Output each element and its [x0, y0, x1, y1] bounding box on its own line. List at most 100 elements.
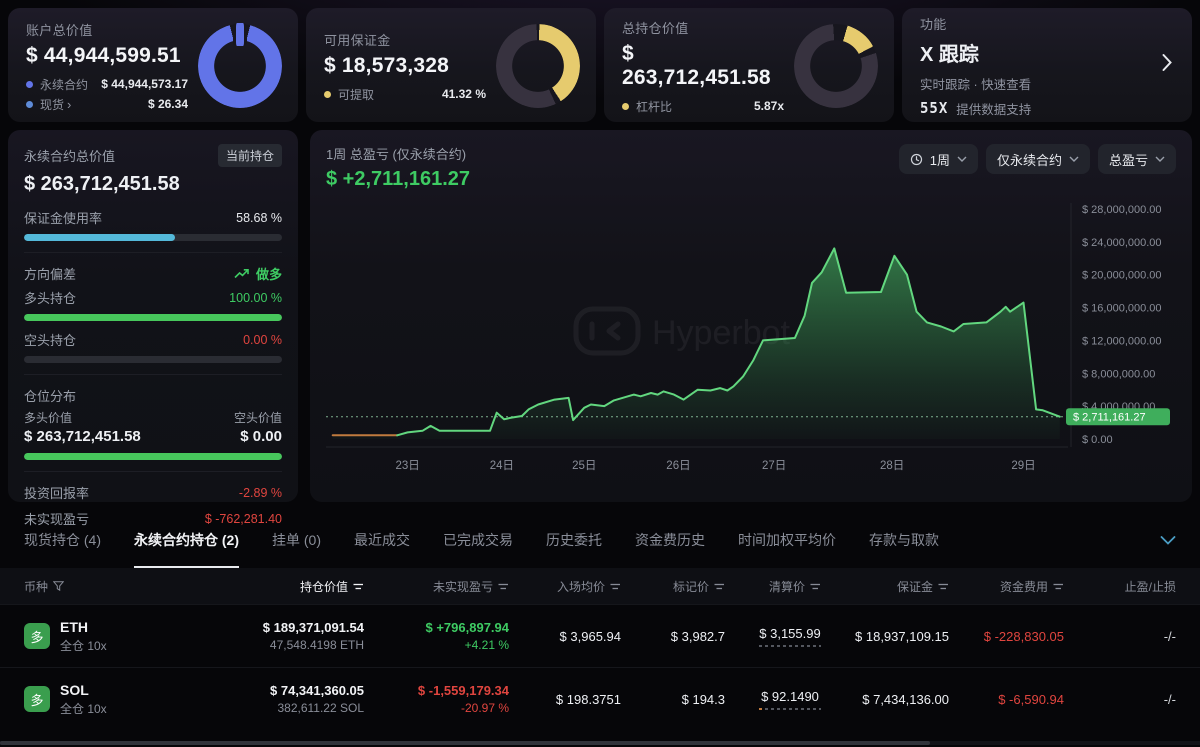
margin-usage-label: 保证金使用率 [24, 211, 103, 226]
long-position-label: 多头持仓 [24, 291, 77, 306]
perp-total-title: 永续合约总价值 [24, 149, 116, 164]
tab-5[interactable]: 历史委托 [546, 532, 602, 548]
perp-total-value: $ 263,712,451.58 [24, 173, 180, 195]
column-header-5[interactable]: 清算价 [725, 578, 821, 595]
current-position-badge: 当前持仓 [217, 144, 282, 167]
withdrawable-dot-icon [324, 90, 331, 98]
pnl-area-fill [332, 248, 1060, 439]
long-side-badge: 多 [24, 623, 50, 649]
margin-usage-bar [24, 234, 282, 241]
tabs-collapse-chevron-icon[interactable] [1160, 532, 1176, 550]
tab-8[interactable]: 存款与取款 [869, 532, 939, 548]
donut-power-stem [233, 23, 247, 46]
bias-value: 做多 [234, 264, 282, 283]
x-axis-tick: 29日 [1011, 460, 1035, 472]
pnl-chart-panel: 1周 总盈亏 (仅永续合约) $ +2,711,161.27 1周 仅永续合约 … [310, 130, 1192, 502]
funding-fee-cell: $ -6,590.94 [998, 691, 1064, 707]
metric-dropdown[interactable]: 总盈亏 [1097, 144, 1176, 174]
sort-icon [610, 583, 620, 589]
legend-perp-value: $ 44,944,573.17 [101, 77, 188, 91]
perp-summary-panel: 永续合约总价值 当前持仓 $ 263,712,451.58 保证金使用率 58.… [8, 130, 298, 527]
divider [24, 374, 282, 375]
entry-price-cell: $ 3,965.94 [559, 628, 621, 644]
long-position-value: 100.00 % [229, 290, 282, 305]
chevron-right-icon[interactable]: › [67, 96, 72, 112]
legend-perp: 永续合约 $ 44,944,573.17 [26, 76, 188, 93]
chevron-right-icon[interactable] [1162, 54, 1172, 77]
x-axis-tick: 23日 [395, 460, 419, 472]
period-dropdown[interactable]: 1周 [898, 144, 978, 174]
short-value-label: 空头价值 [233, 411, 282, 425]
legend-withdrawable: 可提取 41.32 % [324, 86, 486, 103]
provider-text: 提供数据支持 [956, 103, 1032, 117]
coin-symbol: SOL [60, 681, 89, 698]
position-distribution-label: 仓位分布 [24, 389, 77, 404]
tab-1-active[interactable]: 永续合约持仓 (2) [134, 514, 239, 568]
scope-dropdown[interactable]: 仅永续合约 [985, 144, 1090, 174]
coin-cell: 多 SOL 全仓 10x [24, 682, 214, 717]
table-body: 多 ETH 全仓 10x $ 189,371,091.54 47,548.4198 ET… [0, 604, 1200, 730]
y-axis-tick: $ 20,000,000.00 [1082, 270, 1162, 282]
unrealized-pnl-label: 未实现盈亏 [24, 512, 90, 527]
long-position-bar [24, 314, 282, 321]
column-header-1[interactable]: 持仓价值 [214, 578, 364, 595]
tab-6[interactable]: 资金费历史 [635, 532, 705, 548]
legend-spot-value: $ 26.34 [147, 97, 188, 111]
account-allocation-donut [198, 23, 282, 108]
horizontal-scrollbar-track[interactable] [0, 741, 1200, 745]
tab-0[interactable]: 现货持仓 (4) [24, 532, 101, 548]
sort-icon [353, 583, 363, 589]
liq-margin-dots [759, 644, 821, 647]
mark-price-cell: $ 3,982.7 [670, 628, 725, 644]
legend-spot[interactable]: 现货 › $ 26.34 [26, 96, 188, 113]
position-row-sol[interactable]: 多 SOL 全仓 10x $ 74,341,360.05 382,611.22 SOL $… [0, 667, 1200, 730]
account-value-label: 账户总价值 [26, 22, 93, 38]
column-header-7[interactable]: 资金费用 [949, 578, 1064, 595]
leverage-dot-icon [622, 102, 629, 110]
account-value: $ 44,944,599.51 [26, 43, 181, 67]
tab-3[interactable]: 最近成交 [354, 532, 410, 548]
feature-subtitle: 实时跟踪 · 快速查看 [920, 78, 1032, 92]
legend-leverage-label: 杠杆比 [636, 99, 673, 114]
sort-icon [1053, 583, 1063, 589]
sort-icon [714, 583, 724, 589]
long-value: $ 263,712,451.58 [24, 428, 141, 445]
position-row-eth[interactable]: 多 ETH 全仓 10x $ 189,371,091.54 47,548.4198 ET… [0, 604, 1200, 667]
divider [24, 252, 282, 253]
liquidation-price-cell: $ 3,155.99 [725, 626, 821, 647]
column-header-4[interactable]: 标记价 [621, 578, 725, 595]
column-header-3[interactable]: 入场均价 [509, 578, 621, 595]
direction-bias-label: 方向偏差 [24, 267, 77, 282]
funding-fee-cell: $ -228,830.05 [983, 628, 1064, 644]
chevron-down-icon [957, 156, 967, 162]
coin-symbol: ETH [60, 618, 88, 635]
margin-donut [496, 24, 580, 108]
feature-card[interactable]: 功能 X 跟踪 实时跟踪 · 快速查看 55X 提供数据支持 [902, 8, 1192, 122]
y-axis-tick: $ 8,000,000.00 [1082, 368, 1155, 380]
unrealized-pnl-cell: $ +796,897.94 +4.21 % [425, 620, 510, 652]
table-header: 币种 持仓价值 未实现盈亏 入场均价 标记价 清算价 保证金 资金费用 止盈/止损 [0, 568, 1200, 604]
positions-section: 现货持仓 (4) 永续合约持仓 (2) 挂单 (0) 最近成交 已完成交易 历史委托 资金费… [0, 514, 1200, 747]
x-axis-tick: 28日 [880, 460, 904, 472]
legend-spot-label: 现货 [40, 97, 65, 112]
tab-4[interactable]: 已完成交易 [443, 532, 513, 548]
chart-title: 1周 总盈亏 (仅永续合约) [326, 147, 467, 162]
position-value-cell: $ 74,341,360.05 382,611.22 SOL [270, 683, 364, 715]
tab-2[interactable]: 挂单 (0) [272, 532, 321, 548]
tab-7[interactable]: 时间加权平均价 [738, 532, 836, 548]
leverage-donut [794, 24, 878, 108]
column-header-0[interactable]: 币种 [24, 578, 214, 595]
chevron-down-icon [1069, 156, 1079, 162]
tp-sl-cell: -/- [1163, 691, 1176, 707]
data-provider-logo: 55X [920, 100, 949, 117]
column-header-6[interactable]: 保证金 [821, 578, 949, 595]
column-header-2[interactable]: 未实现盈亏 [364, 578, 509, 595]
sort-icon [938, 583, 948, 589]
chart-total-pnl-value: $ +2,711,161.27 [326, 168, 471, 190]
long-side-badge: 多 [24, 686, 50, 712]
short-position-bar [24, 356, 282, 363]
available-margin-value: $ 18,573,328 [324, 53, 450, 77]
horizontal-scrollbar-thumb[interactable] [0, 741, 930, 745]
column-header-8[interactable]: 止盈/止损 [1124, 579, 1176, 594]
margin-cell: $ 18,937,109.15 [855, 628, 949, 644]
